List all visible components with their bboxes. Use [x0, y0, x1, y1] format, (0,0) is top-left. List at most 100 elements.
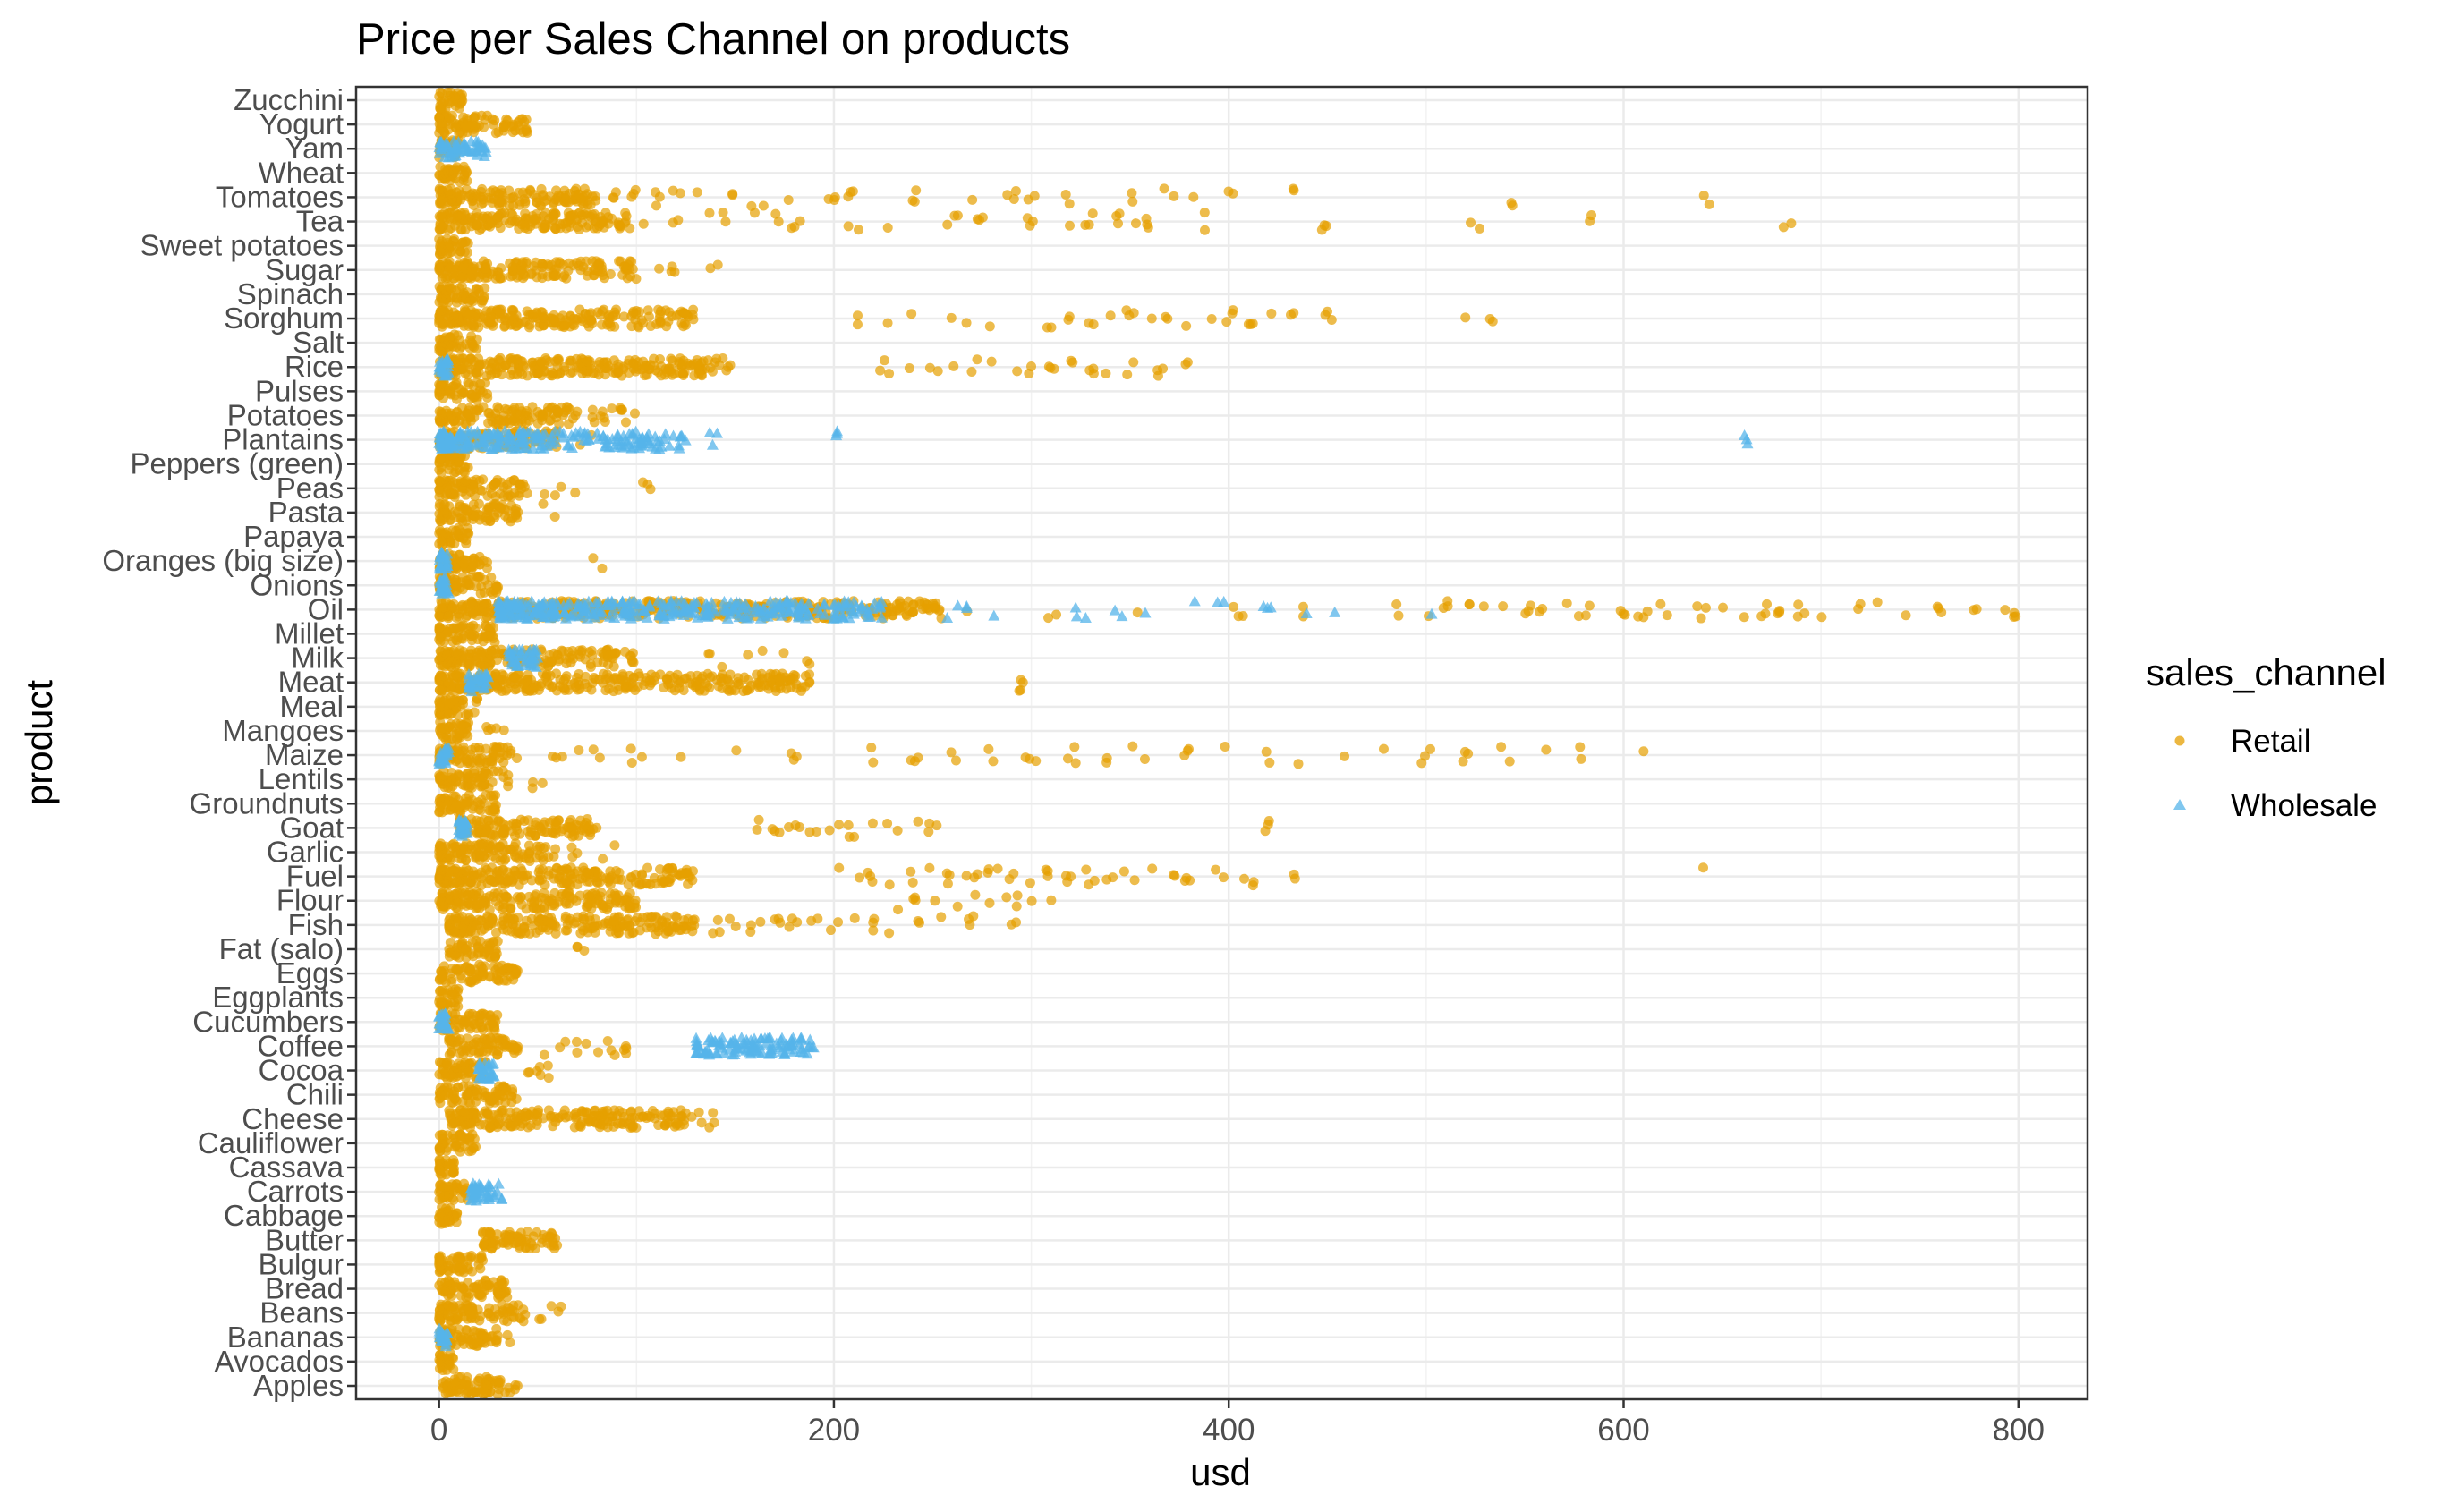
- point-retail: [478, 871, 489, 881]
- point-retail: [1046, 895, 1057, 905]
- point-retail: [576, 1106, 587, 1117]
- point-retail: [703, 649, 714, 659]
- point-retail: [444, 700, 455, 710]
- point-retail: [472, 753, 482, 764]
- point-retail: [730, 921, 741, 931]
- point-retail: [455, 727, 465, 738]
- point-retail: [930, 896, 940, 906]
- point-retail: [474, 888, 485, 899]
- point-retail: [539, 1049, 549, 1060]
- point-retail: [447, 990, 458, 1000]
- point-retail: [575, 1121, 586, 1132]
- point-retail: [676, 752, 686, 762]
- point-retail: [1043, 613, 1054, 624]
- point-retail: [1043, 361, 1054, 372]
- point-retail: [1425, 743, 1435, 754]
- point-retail: [677, 359, 688, 370]
- point-retail: [538, 498, 549, 509]
- point-retail: [481, 1227, 492, 1237]
- point-retail: [465, 354, 476, 365]
- point-retail: [493, 974, 504, 985]
- point-retail: [767, 824, 778, 835]
- point-retail: [731, 745, 742, 756]
- point-retail: [467, 1266, 478, 1277]
- point-retail: [457, 584, 468, 595]
- point-retail: [434, 1155, 445, 1166]
- point-retail: [1933, 603, 1943, 614]
- point-retail: [1239, 873, 1250, 884]
- point-retail: [482, 1107, 493, 1117]
- point-retail: [620, 417, 631, 428]
- point-retail: [629, 408, 640, 419]
- point-retail: [444, 1105, 455, 1116]
- point-retail: [1523, 606, 1534, 616]
- point-retail: [1261, 746, 1272, 757]
- point-retail: [498, 757, 509, 768]
- point-retail: [1816, 612, 1827, 623]
- point-retail: [942, 879, 953, 889]
- point-retail: [1293, 759, 1304, 769]
- point-retail: [481, 631, 492, 641]
- point-retail: [733, 679, 744, 690]
- point-retail: [600, 685, 611, 696]
- point-retail: [474, 820, 485, 831]
- point-retail: [863, 867, 873, 878]
- point-retail: [470, 1117, 481, 1127]
- point-retail: [2011, 611, 2021, 622]
- point-retail: [1088, 369, 1099, 379]
- point-retail: [508, 1238, 519, 1249]
- point-retail: [447, 510, 457, 521]
- point-retail: [593, 370, 604, 380]
- point-retail: [579, 820, 590, 831]
- point-retail: [1478, 601, 1489, 612]
- point-retail: [1739, 612, 1749, 623]
- point-retail: [440, 490, 451, 501]
- point-retail: [456, 1193, 467, 1203]
- point-retail: [434, 385, 445, 395]
- point-retail: [489, 637, 500, 648]
- point-retail: [462, 1033, 472, 1044]
- point-retail: [866, 743, 877, 753]
- point-retail: [466, 389, 477, 400]
- point-retail: [526, 827, 537, 837]
- point-retail: [558, 878, 569, 888]
- point-retail: [907, 877, 918, 888]
- point-retail: [625, 743, 636, 754]
- point-retail: [667, 355, 677, 366]
- point-retail: [884, 879, 895, 890]
- point-retail: [983, 743, 994, 754]
- point-retail: [1012, 890, 1023, 901]
- point-retail: [1378, 743, 1389, 754]
- point-retail: [659, 370, 670, 380]
- point-retail: [514, 479, 524, 489]
- point-retail: [1169, 871, 1180, 881]
- point-retail: [558, 410, 569, 420]
- point-retail: [671, 1119, 682, 1130]
- point-retail: [588, 553, 599, 564]
- point-retail: [625, 1107, 636, 1117]
- point-retail: [775, 680, 786, 691]
- point-retail: [613, 927, 624, 938]
- point-retail: [558, 682, 569, 692]
- point-retail: [519, 816, 530, 827]
- point-retail: [1031, 756, 1042, 767]
- point-retail: [457, 363, 468, 374]
- point-retail: [708, 928, 719, 939]
- point-retail: [501, 975, 512, 986]
- point-retail: [627, 1122, 638, 1133]
- point-retail: [487, 918, 498, 929]
- point-retail: [2000, 605, 2011, 616]
- point-retail: [476, 925, 487, 936]
- point-retail: [444, 944, 455, 955]
- point-retail: [893, 905, 904, 915]
- point-retail: [483, 769, 494, 780]
- point-retail: [844, 831, 855, 842]
- point-retail: [491, 582, 502, 592]
- point-retail: [1081, 864, 1092, 875]
- point-retail: [1718, 602, 1729, 613]
- point-retail: [547, 367, 557, 378]
- point-retail: [562, 919, 573, 930]
- point-retail: [454, 879, 464, 889]
- point-retail: [775, 917, 786, 928]
- point-retail: [713, 681, 724, 692]
